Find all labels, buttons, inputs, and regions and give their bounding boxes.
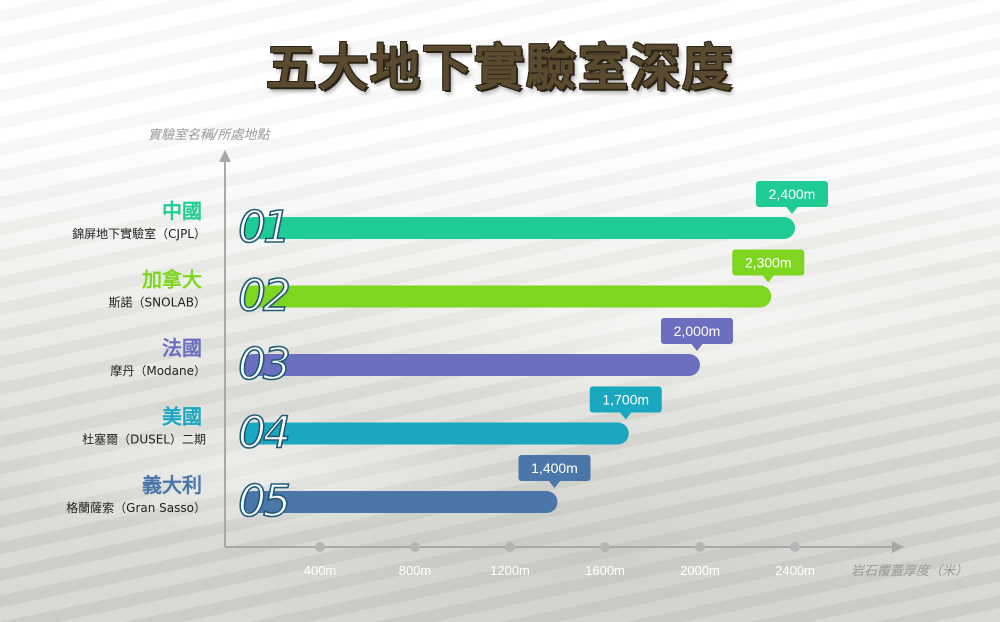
rank-number: 01 (238, 202, 288, 253)
value-label: 1,400m (531, 460, 578, 476)
x-tick-dot (410, 542, 420, 552)
value-label: 1,700m (602, 392, 649, 408)
data-bar (242, 285, 772, 308)
value-callout (518, 455, 591, 481)
x-tick-dot (505, 542, 515, 552)
value-callout (589, 386, 662, 413)
data-bar (242, 491, 558, 513)
country-label: 加拿大 (141, 268, 202, 292)
lab-label: 錦屏地下實驗室（CJPL） (72, 226, 206, 241)
data-bar (242, 354, 700, 376)
value-callout-pointer (619, 412, 632, 420)
value-callout (661, 318, 733, 344)
x-tick-dot (315, 542, 325, 552)
lab-label: 摩丹（Modane） (110, 363, 206, 378)
x-tick-label: 400m (304, 563, 337, 578)
x-tick-label: 1600m (585, 563, 625, 578)
x-tick-dot (790, 542, 800, 552)
lab-label: 格蘭薩索（Gran Sasso） (66, 500, 206, 515)
x-tick-label: 2000m (680, 563, 720, 578)
data-bar (242, 422, 629, 445)
value-label: 2,400m (769, 186, 816, 202)
x-tick-label: 1200m (490, 563, 530, 578)
x-tick-label: 800m (399, 563, 432, 578)
x-tick-dot (695, 542, 705, 552)
rank-number: 03 (238, 339, 289, 390)
rank-number: 02 (238, 271, 289, 322)
data-bar (242, 217, 795, 239)
lab-label: 杜塞爾（DUSEL）二期 (82, 432, 206, 447)
rank-number: 05 (238, 476, 289, 527)
lab-label: 斯諾（SNOLAB） (109, 295, 206, 310)
value-callout-pointer (548, 480, 561, 488)
y-axis-title: 實驗室名稱/所處地點 (148, 127, 271, 143)
chart-title: 五大地下實驗室深度 (266, 39, 734, 97)
country-label: 中國 (162, 199, 202, 223)
x-axis-arrow (892, 541, 904, 553)
value-callout-pointer (762, 275, 775, 283)
country-label: 義大利 (142, 473, 202, 497)
country-label: 法國 (162, 336, 202, 360)
y-axis-arrow (219, 150, 231, 162)
x-tick-label: 2400m (775, 563, 815, 578)
value-callout (756, 181, 828, 207)
value-callout (732, 249, 805, 276)
x-axis-title: 岩石覆蓋厚度（米） (851, 563, 968, 579)
value-callout-pointer (786, 206, 798, 214)
value-label: 2,000m (674, 323, 721, 339)
value-label: 2,300m (745, 255, 792, 271)
rank-number: 04 (238, 408, 288, 459)
x-tick-dot (600, 542, 610, 552)
country-label: 美國 (162, 405, 202, 429)
value-callout-pointer (691, 343, 703, 351)
